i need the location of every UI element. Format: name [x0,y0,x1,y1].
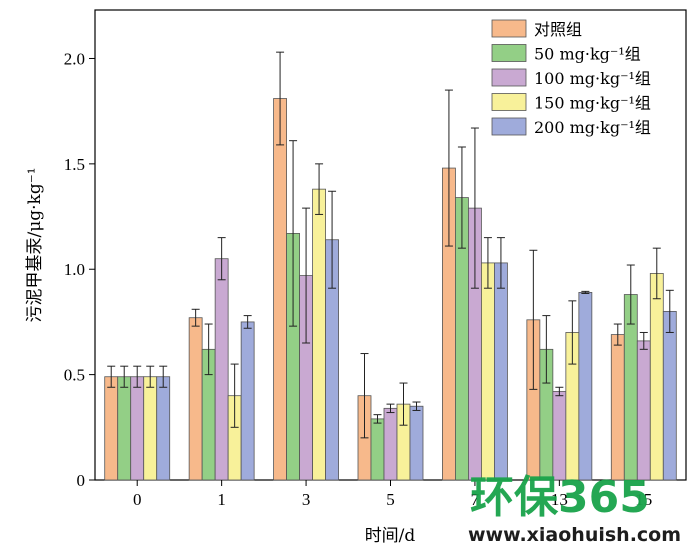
bar [370,418,385,481]
bar [481,262,495,481]
y-axis-title: 污泥甲基汞/μg·kg⁻¹ [25,167,45,322]
legend-swatch [491,93,527,111]
bar [240,321,255,481]
x-axis: 0 1 3 5 7 13 15 [133,480,652,509]
bars-layer [104,51,677,481]
legend-swatch [491,44,527,62]
x-tick-label: 7 [471,490,480,509]
bar [312,188,326,481]
legend-label: 对照组 [534,20,582,39]
legend-label: 50 mg·kg⁻¹组 [534,45,641,64]
legend: 对照组 50 mg·kg⁻¹组 100 mg·kg⁻¹组 150 mg·kg⁻¹组 20… [491,19,651,137]
y-tick-label: 0 [77,471,86,490]
bar [662,310,677,481]
legend-swatch [491,117,527,136]
legend-label: 100 mg·kg⁻¹组 [534,69,651,88]
y-tick-label: 2.0 [64,49,85,68]
bar [383,407,398,481]
watermark-sub: www.xiaohuish.com [468,524,681,546]
bar [117,376,132,481]
bar [156,376,171,481]
x-tick-label: 13 [551,490,568,509]
y-axis: 0 0.5 1.0 1.5 2.0 [64,49,95,490]
watermark: 环保365 www.xiaohuish.com [468,472,681,546]
legend-swatch [491,19,527,38]
legend-label: 200 mg·kg⁻¹组 [534,118,651,137]
bar [104,376,119,481]
y-tick-label: 0.5 [64,366,85,385]
bar [578,292,593,481]
bar [214,258,229,481]
bar [649,273,664,481]
y-tick-label: 1.0 [64,260,85,279]
bar [409,405,424,481]
x-axis-title: 时间/d [365,526,416,546]
x-tick-label: 1 [217,490,226,509]
bar [130,376,145,481]
bar [610,334,625,481]
legend-swatch [491,68,527,87]
y-tick-label: 1.5 [64,155,85,174]
bar [494,262,508,481]
x-tick-label: 3 [302,490,311,509]
x-tick-label: 0 [133,490,142,509]
bar [188,317,203,481]
bar [273,98,287,481]
bar [143,376,158,481]
x-tick-label: 15 [635,490,652,509]
x-tick-label: 5 [386,490,395,509]
legend-label: 150 mg·kg⁻¹组 [534,94,651,113]
bar [636,340,651,481]
bar [552,391,567,481]
watermark-main: 环保365 [470,472,650,523]
